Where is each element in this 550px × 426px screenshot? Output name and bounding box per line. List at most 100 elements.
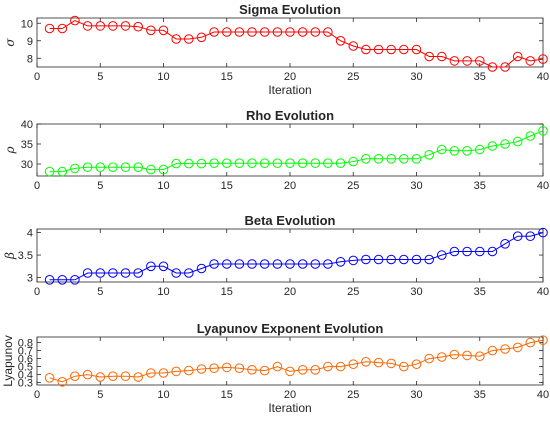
beta-data-point [247,259,257,269]
sigma-axes-box [36,17,544,68]
rho-y-axis-label: ρ [3,146,17,154]
lyapunov-axes-box [36,336,544,386]
lyapunov-data-point [234,363,245,374]
beta-data-point [209,259,219,269]
lyapunov-data-point [133,372,143,382]
beta-data-point [462,246,472,257]
lyapunov-xtick-label: 30 [410,389,422,401]
beta-data-point [259,259,270,269]
beta-data-point [95,268,106,278]
lyapunov-data-point [475,351,485,362]
sigma-data-point [500,62,510,72]
lyapunov-data-point [146,368,156,378]
lyapunov-data-point [120,371,131,382]
rho-data-point [411,154,422,164]
beta-data-point [108,268,118,278]
beta-xtick-label: 30 [410,286,422,298]
sigma-data-point [285,27,295,37]
lyapunov-xtick-label: 35 [474,389,486,401]
sigma-xtick-label: 35 [474,71,486,83]
beta-title: Beta Evolution [244,213,335,228]
lyapunov-ytick-label: 0.3 [18,378,33,390]
lyapunov-xtick-label: 0 [34,389,40,401]
rho-data-point [44,166,55,177]
sigma-data-point [272,27,283,37]
sigma-ytick-label: 8 [27,53,33,65]
rho-data-point [310,158,321,168]
beta-data-point [310,259,321,269]
rho-xtick-label: 0 [34,180,40,192]
lyapunov-ytick-label: 0.6 [18,354,33,366]
lyapunov-data-point [158,368,169,378]
lyapunov-data-point [297,365,308,375]
rho-xtick-label: 5 [97,180,103,192]
rho-data-point [158,164,169,175]
beta-data-point [196,263,207,274]
sigma-data-point [297,27,308,37]
sigma-data-point [310,27,321,37]
rho-xtick-label: 35 [474,180,486,192]
beta-data-point [386,254,397,265]
sigma-x-axis-label: Iteration [268,83,311,97]
rho-xtick-label: 25 [347,180,359,192]
beta-data-point [146,261,156,272]
rho-data-point [487,141,498,151]
beta-data-point [184,268,194,278]
beta-data-point [348,255,359,266]
beta-ytick-label: 4 [27,228,33,240]
lyapunov-xtick-label: 20 [284,389,296,401]
rho-data-point [500,139,510,149]
rho-data-point [272,158,283,168]
beta-data-point [437,250,447,260]
lyapunov-data-point [222,362,232,373]
beta-data-point [335,257,346,267]
lyapunov-ytick-label: 0.4 [18,370,33,382]
lyapunov-data-point [348,359,359,370]
lyapunov-data-point [411,359,422,370]
rho-xtick-label: 15 [221,180,233,192]
beta-xtick-label: 15 [221,286,233,298]
sigma-data-point [411,44,422,55]
sigma-data-point [82,21,93,31]
rho-data-point [259,158,270,168]
rho-data-point [323,158,333,168]
rho-data-point [196,158,207,169]
sigma-data-point [120,21,131,31]
rho-axes-box [36,123,544,177]
lyapunov-data-point [500,344,510,354]
beta-data-point [82,268,93,278]
beta-data-point [272,259,283,269]
rho-data-point [386,154,397,164]
beta-data-point [373,254,384,265]
beta-xtick-label: 10 [157,286,169,298]
sigma-data-point [437,51,447,62]
sigma-data-point [247,27,257,37]
sigma-data-point [475,56,485,66]
beta-data-point [399,254,409,265]
sigma-data-point [512,51,523,62]
sigma-xtick-label: 40 [537,71,549,83]
sigma-data-point [158,25,169,36]
sigma-data-point [487,62,498,72]
beta-ytick-label: 3.5 [18,250,33,262]
beta-data-point [323,259,333,269]
lyapunov-data-point [424,353,435,364]
beta-data-point [171,268,181,278]
lyapunov-data-point [538,335,548,346]
rho-data-point [95,162,106,172]
beta-data-point [525,231,536,241]
lyapunov-y-axis-label: Lyapunov [1,335,15,387]
beta-series-line [49,232,544,281]
lyapunov-data-point [437,352,447,362]
lyapunov-x-axis-label: Iteration [268,401,311,415]
beta-data-point [285,259,295,269]
sigma-data-point [209,27,219,37]
rho-data-point [171,158,181,169]
beta-data-point [487,246,498,257]
beta-data-point [411,254,422,265]
beta-data-point [512,231,523,241]
rho-data-point [209,158,219,168]
rho-data-point [335,158,346,168]
beta-data-point [475,246,485,257]
lyapunov-data-point [57,377,68,387]
